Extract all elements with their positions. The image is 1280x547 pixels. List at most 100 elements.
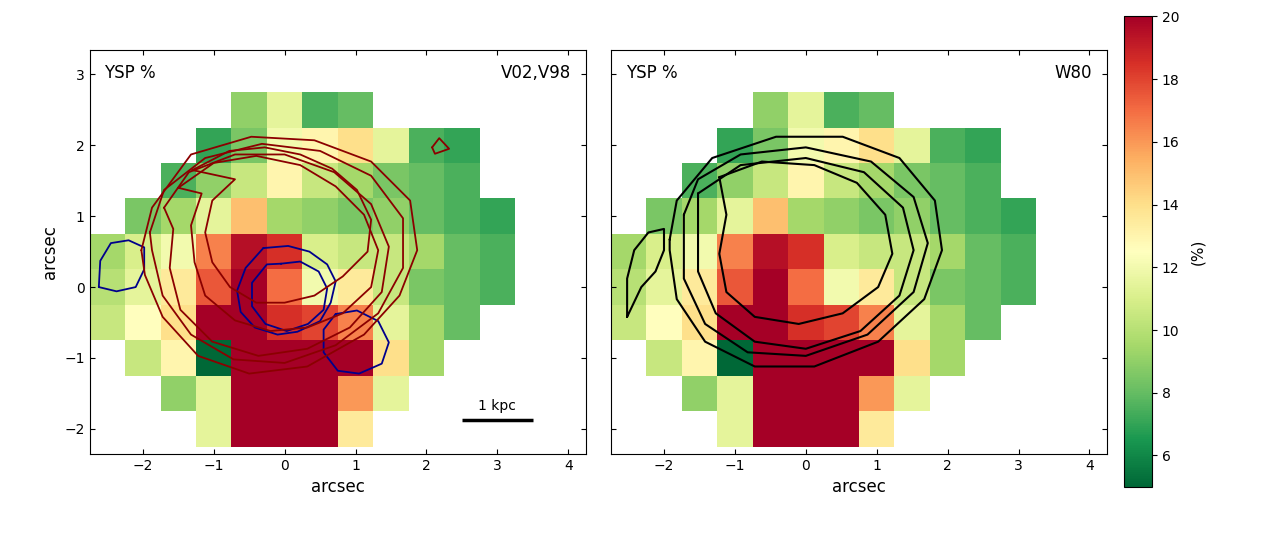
Bar: [895, 199, 929, 234]
Bar: [338, 234, 374, 269]
Bar: [302, 340, 338, 376]
Bar: [480, 234, 515, 269]
Bar: [682, 376, 717, 411]
Bar: [682, 163, 717, 199]
Bar: [125, 340, 160, 376]
Bar: [232, 163, 268, 199]
Bar: [302, 199, 338, 234]
Bar: [611, 305, 646, 340]
Bar: [408, 234, 444, 269]
Bar: [160, 269, 196, 305]
Bar: [160, 234, 196, 269]
Bar: [859, 163, 895, 199]
Bar: [268, 305, 302, 340]
Bar: [232, 127, 268, 163]
Y-axis label: arcsec: arcsec: [41, 225, 59, 278]
Bar: [374, 234, 408, 269]
Bar: [859, 127, 895, 163]
Bar: [302, 376, 338, 411]
Bar: [823, 376, 859, 411]
Bar: [929, 163, 965, 199]
Bar: [682, 305, 717, 340]
Bar: [338, 92, 374, 127]
Bar: [859, 92, 895, 127]
Bar: [929, 269, 965, 305]
Bar: [408, 163, 444, 199]
Bar: [859, 340, 895, 376]
Bar: [302, 127, 338, 163]
Bar: [196, 163, 232, 199]
Bar: [788, 92, 823, 127]
Bar: [408, 340, 444, 376]
Bar: [302, 411, 338, 447]
Bar: [753, 411, 788, 447]
Bar: [125, 305, 160, 340]
Bar: [788, 376, 823, 411]
Bar: [611, 234, 646, 269]
Bar: [160, 163, 196, 199]
Bar: [268, 269, 302, 305]
Bar: [753, 163, 788, 199]
Bar: [823, 234, 859, 269]
Bar: [929, 305, 965, 340]
Bar: [338, 376, 374, 411]
Bar: [929, 199, 965, 234]
Bar: [965, 269, 1001, 305]
Bar: [444, 163, 480, 199]
Bar: [268, 234, 302, 269]
Bar: [859, 305, 895, 340]
Bar: [338, 199, 374, 234]
Bar: [196, 127, 232, 163]
Bar: [753, 376, 788, 411]
Bar: [682, 269, 717, 305]
Bar: [788, 269, 823, 305]
Bar: [717, 340, 753, 376]
Bar: [408, 305, 444, 340]
Bar: [302, 92, 338, 127]
Bar: [823, 127, 859, 163]
Bar: [717, 269, 753, 305]
Bar: [859, 269, 895, 305]
Bar: [753, 305, 788, 340]
Bar: [895, 163, 929, 199]
Bar: [753, 269, 788, 305]
Bar: [1001, 234, 1037, 269]
Bar: [717, 234, 753, 269]
Bar: [1001, 269, 1037, 305]
Bar: [895, 376, 929, 411]
Text: W80: W80: [1055, 63, 1092, 82]
Bar: [823, 92, 859, 127]
Bar: [929, 340, 965, 376]
Bar: [268, 163, 302, 199]
Bar: [717, 376, 753, 411]
Bar: [895, 127, 929, 163]
Bar: [788, 199, 823, 234]
Bar: [646, 199, 682, 234]
Bar: [338, 411, 374, 447]
Bar: [717, 163, 753, 199]
Bar: [717, 411, 753, 447]
Bar: [788, 305, 823, 340]
Bar: [374, 199, 408, 234]
Bar: [160, 376, 196, 411]
Bar: [374, 127, 408, 163]
Bar: [753, 199, 788, 234]
Bar: [1001, 199, 1037, 234]
Bar: [788, 234, 823, 269]
Bar: [859, 199, 895, 234]
Bar: [965, 234, 1001, 269]
Bar: [717, 127, 753, 163]
Bar: [480, 199, 515, 234]
Bar: [268, 340, 302, 376]
Bar: [682, 199, 717, 234]
Bar: [338, 163, 374, 199]
Bar: [823, 163, 859, 199]
Bar: [302, 305, 338, 340]
Bar: [646, 305, 682, 340]
Bar: [929, 234, 965, 269]
Bar: [895, 340, 929, 376]
Bar: [374, 269, 408, 305]
Bar: [444, 269, 480, 305]
Bar: [408, 269, 444, 305]
Bar: [753, 92, 788, 127]
